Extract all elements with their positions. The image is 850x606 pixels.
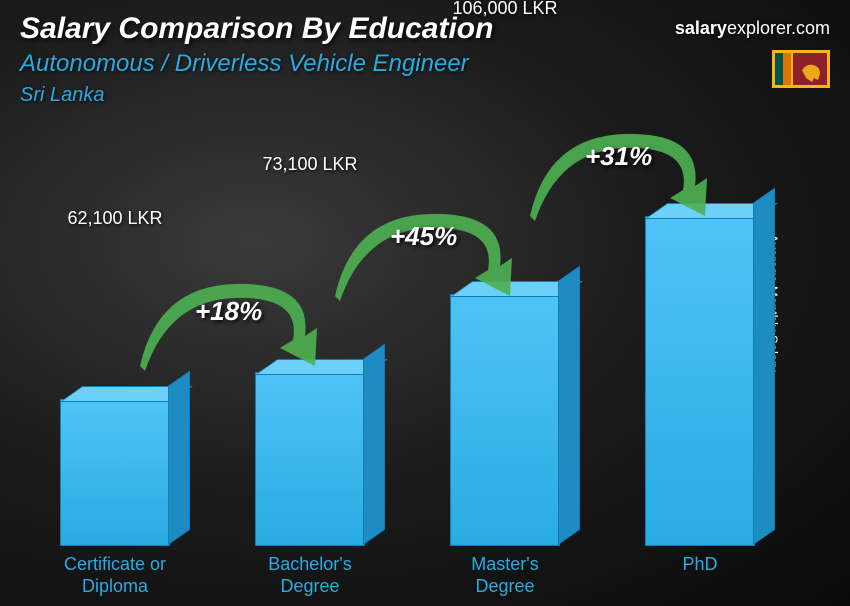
chart-subtitle: Autonomous / Driverless Vehicle Engineer [20,50,830,78]
bar-group: 139,000 LKRPhD [625,216,775,546]
brand-light: explorer.com [727,18,830,38]
increase-percent-label: +31% [585,141,652,172]
increase-percent-label: +45% [390,221,457,252]
bar-group: 73,100 LKRBachelor'sDegree [235,372,385,546]
chart-country: Sri Lanka [20,84,830,107]
bar-category-label: PhD [625,554,775,576]
bar-value-label: 62,100 LKR [40,208,190,229]
bar [645,216,755,546]
bar-group: 62,100 LKRCertificate orDiploma [40,399,190,546]
increase-percent-label: +18% [195,296,262,327]
increase-arrow-icon [515,116,735,236]
bar-category-label: Bachelor'sDegree [235,554,385,597]
bar-value-label: 106,000 LKR [430,0,580,19]
bar [60,399,170,546]
brand-logo: salaryexplorer.com [675,18,830,39]
sri-lanka-flag-icon [772,50,830,88]
increase-arrow-icon [320,196,540,316]
bar-category-label: Master'sDegree [430,554,580,597]
bar-value-label: 73,100 LKR [235,154,385,175]
bar-group: 106,000 LKRMaster'sDegree [430,294,580,546]
bar [255,372,365,546]
bar [450,294,560,546]
bar-category-label: Certificate orDiploma [40,554,190,597]
brand-bold: salary [675,18,727,38]
chart-area: 62,100 LKRCertificate orDiploma 73,100 LK… [40,126,800,546]
